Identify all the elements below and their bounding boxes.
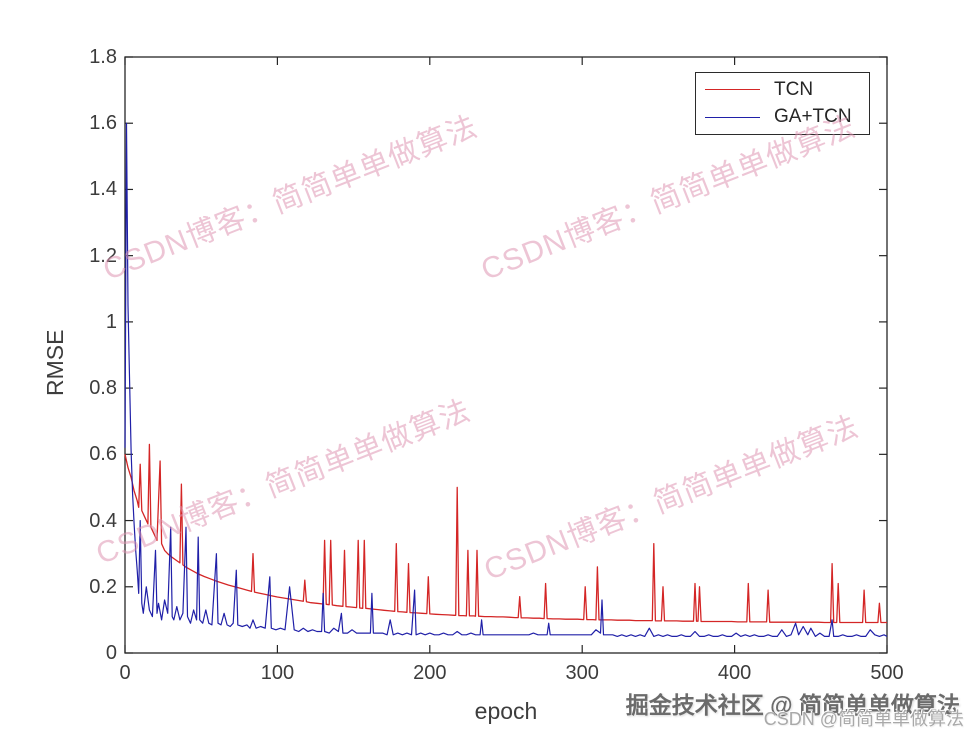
csdn-watermark-text: CSDN @简简单单做算法	[763, 709, 964, 729]
y-tick-label: 0	[105, 642, 117, 664]
y-tick-label: 0.6	[89, 443, 117, 466]
y-tick-label: 0.8	[89, 377, 117, 400]
x-tick-label: 500	[870, 662, 904, 684]
y-tick-label: 0.4	[89, 509, 117, 532]
legend-line-sample-ga-tcn	[705, 116, 760, 118]
x-tick-label: 200	[413, 662, 447, 684]
y-tick-label: 0.2	[89, 575, 117, 598]
y-tick-label: 1.8	[89, 46, 117, 68]
legend-line-sample-tcn	[705, 89, 760, 91]
series-line-tcn	[124, 443, 887, 624]
legend-item-ga-tcn: GA+TCN	[696, 106, 869, 128]
y-tick-label: 1.4	[89, 178, 117, 201]
series-line-ga-tcn	[124, 122, 888, 638]
legend-item-tcn: TCN	[696, 79, 869, 101]
juejin-watermark-text: 掘金技术社区 @ 简简单单做算法	[625, 692, 960, 718]
x-axis-title: epoch	[474, 698, 538, 724]
legend-label-ga-tcn: GA+TCN	[774, 106, 852, 128]
x-tick-label: 0	[119, 662, 131, 684]
legend: TCN GA+TCN	[695, 72, 870, 135]
y-tick-label: 1	[105, 310, 117, 333]
y-tick-label: 1.6	[89, 112, 117, 135]
x-tick-label: 100	[260, 662, 295, 684]
x-tick-label: 400	[717, 662, 752, 684]
legend-label-tcn: TCN	[774, 78, 814, 100]
y-tick-label: 1.2	[89, 244, 117, 267]
x-tick-label: 300	[565, 662, 599, 684]
